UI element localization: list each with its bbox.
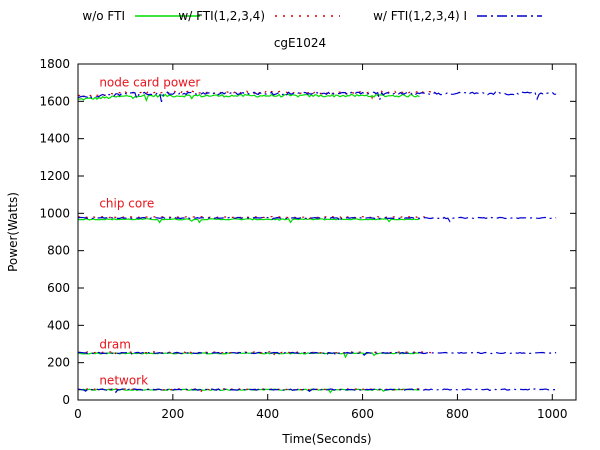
y-tick-label: 400 bbox=[47, 318, 70, 332]
x-tick-label: 0 bbox=[74, 407, 82, 421]
y-axis-title: Power(Watts) bbox=[6, 192, 20, 272]
series-annotation: chip core bbox=[99, 197, 154, 211]
series-line-1-chip bbox=[77, 218, 420, 224]
plot-lines bbox=[77, 90, 557, 394]
chart-title: cgE1024 bbox=[274, 36, 326, 50]
legend: w/o FTI w/ FTI(1,2,3,4) w/ FTI(1,2,3,4) I bbox=[82, 9, 542, 23]
y-tick-label: 1200 bbox=[39, 169, 70, 183]
x-tick-label: 800 bbox=[446, 407, 469, 421]
series-line-3-chip bbox=[77, 216, 557, 223]
y-tick-label: 1600 bbox=[39, 94, 70, 108]
x-tick-label: 600 bbox=[351, 407, 374, 421]
series-annotation: network bbox=[99, 374, 148, 388]
series-line-1-node-card bbox=[77, 93, 420, 103]
y-tick-label: 0 bbox=[62, 393, 70, 407]
annotations: node card power chip core dram network bbox=[99, 75, 200, 387]
series-line-3-node-card bbox=[77, 91, 557, 103]
x-tick-label: 400 bbox=[256, 407, 279, 421]
series-line-3-dram bbox=[77, 351, 557, 357]
legend-label: w/ FTI(1,2,3,4) bbox=[178, 9, 265, 23]
x-axis-title: Time(Seconds) bbox=[281, 432, 371, 446]
legend-label: w/ FTI(1,2,3,4) I bbox=[373, 9, 467, 23]
x-tick-label: 200 bbox=[161, 407, 184, 421]
series-line-2-dram bbox=[78, 351, 432, 357]
y-tick-label: 1000 bbox=[39, 206, 70, 220]
legend-label: w/o FTI bbox=[82, 9, 125, 23]
axis-ticks: 0 200 400 600 800 1000 0 200 400 600 800 1000 1200 14… bbox=[39, 57, 576, 421]
plot-frame bbox=[77, 63, 577, 401]
y-tick-label: 1400 bbox=[39, 132, 70, 146]
series-annotation: node card power bbox=[99, 75, 200, 89]
y-tick-label: 800 bbox=[47, 244, 70, 258]
series-line-3-network bbox=[78, 388, 557, 394]
x-tick-label: 1000 bbox=[537, 407, 568, 421]
series-line-2-node-card bbox=[77, 90, 432, 100]
y-tick-label: 1800 bbox=[39, 57, 70, 71]
y-tick-label: 200 bbox=[47, 356, 70, 370]
y-tick-label: 600 bbox=[47, 281, 70, 295]
series-annotation: dram bbox=[99, 338, 131, 352]
